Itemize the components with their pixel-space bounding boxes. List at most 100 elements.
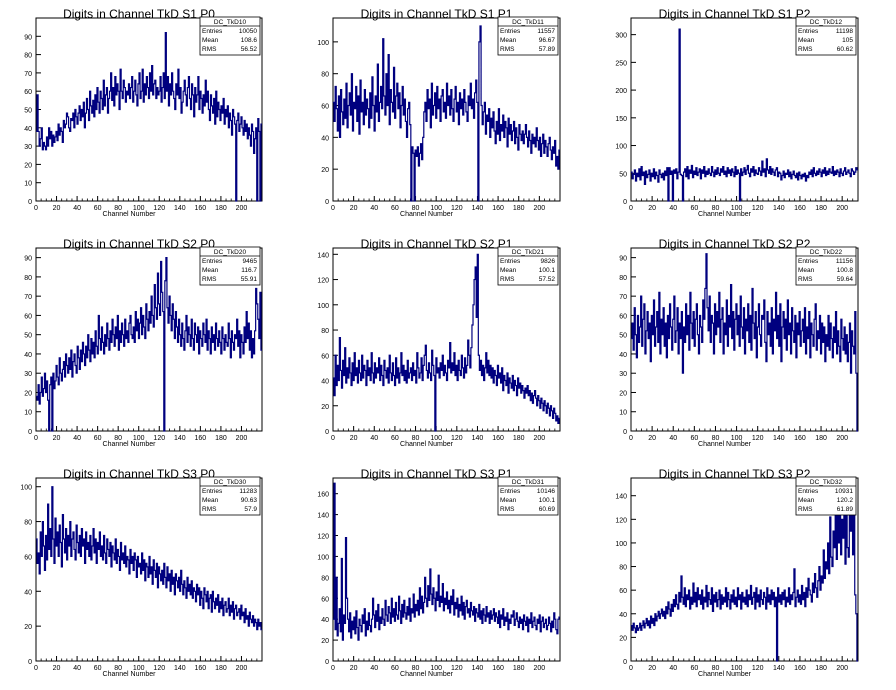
- stats-name: DC_TkD32: [810, 479, 843, 486]
- stats-box-frame: [795, 16, 857, 56]
- y-tick-label: 60: [321, 596, 329, 603]
- stats-value: 57.89: [539, 46, 556, 53]
- y-tick-label: 120: [317, 534, 329, 541]
- x-tick-label: 100: [133, 435, 145, 442]
- stats-label: Mean: [798, 267, 815, 274]
- y-tick-label: 80: [619, 565, 627, 572]
- y-tick-label: 20: [24, 624, 32, 631]
- x-tick-label: 20: [648, 205, 656, 212]
- x-tick-label: 20: [350, 665, 358, 672]
- y-tick-label: 120: [615, 517, 627, 524]
- chart-title: Digits in Channel TkD S1 P0: [63, 7, 215, 21]
- x-tick-label: 180: [815, 435, 827, 442]
- x-tick-label: 60: [690, 665, 698, 672]
- x-tick-label: 60: [94, 205, 102, 212]
- x-tick-label: 200: [236, 205, 248, 212]
- y-tick-label: 80: [321, 72, 329, 79]
- stats-label: RMS: [202, 506, 217, 513]
- stats-box-frame: [199, 16, 261, 56]
- x-tick-label: 120: [451, 435, 463, 442]
- x-axis-label: Channel Number: [400, 211, 454, 218]
- x-axis-label: Channel Number: [698, 211, 752, 218]
- x-tick-label: 20: [648, 665, 656, 672]
- x-tick-label: 160: [794, 205, 806, 212]
- stats-value: 11156: [836, 258, 853, 265]
- stats-value: 10146: [537, 488, 555, 495]
- histogram-series: [36, 486, 262, 631]
- stats-label: RMS: [500, 46, 515, 53]
- y-tick-label: 0: [623, 429, 627, 436]
- stats-value: 10050: [239, 28, 257, 35]
- stats-label: Mean: [500, 267, 517, 274]
- x-tick-label: 200: [534, 665, 546, 672]
- x-tick-label: 160: [195, 205, 207, 212]
- y-tick-label: 0: [623, 199, 627, 206]
- stats-box: DC_TkD11 Entries 11557 Mean 96.67 RMS 57.89: [497, 16, 559, 56]
- y-tick-label: 0: [325, 199, 329, 206]
- x-tick-label: 80: [412, 665, 420, 672]
- x-tick-label: 160: [492, 435, 504, 442]
- y-tick-label: 50: [619, 333, 627, 340]
- stats-label: Entries: [798, 258, 819, 265]
- stats-box-frame: [497, 476, 559, 516]
- stats-box: DC_TkD22 Entries 11156 Mean 100.8 RMS 59.64: [795, 246, 857, 286]
- y-tick-label: 80: [24, 275, 32, 282]
- x-tick-label: 160: [794, 435, 806, 442]
- x-tick-label: 0: [34, 665, 38, 672]
- x-tick-label: 140: [174, 665, 186, 672]
- y-tick-label: 100: [615, 144, 627, 151]
- x-tick-label: 20: [53, 665, 61, 672]
- stats-label: RMS: [202, 46, 217, 53]
- stats-value: 60.69: [539, 506, 556, 513]
- y-tick-label: 60: [321, 353, 329, 360]
- x-tick-label: 80: [712, 665, 720, 672]
- chart-title: Digits in Channel TkD S1 P1: [361, 7, 513, 21]
- stats-label: Entries: [500, 258, 521, 265]
- x-tick-label: 80: [412, 435, 420, 442]
- stats-value: 10931: [835, 488, 853, 495]
- y-tick-label: 20: [321, 404, 329, 411]
- x-tick-label: 40: [370, 435, 378, 442]
- y-tick-label: 0: [28, 429, 32, 436]
- stats-box-frame: [199, 476, 261, 516]
- y-tick-label: 60: [619, 313, 627, 320]
- x-tick-label: 160: [492, 665, 504, 672]
- stats-box: DC_TkD10 Entries 10050 Mean 108.6 RMS 56.52: [199, 16, 261, 56]
- stats-value: 57.9: [244, 506, 257, 513]
- y-tick-label: 0: [325, 429, 329, 436]
- y-tick-label: 100: [317, 303, 329, 310]
- x-tick-label: 40: [73, 665, 81, 672]
- x-tick-label: 140: [773, 665, 785, 672]
- y-tick-label: 70: [619, 294, 627, 301]
- y-tick-label: 20: [321, 167, 329, 174]
- stats-box: DC_TkD32 Entries 10931 Mean 120.2 RMS 61.89: [795, 476, 857, 516]
- y-tick-label: 20: [321, 638, 329, 645]
- y-tick-label: 40: [24, 589, 32, 596]
- stats-value: 11557: [537, 28, 555, 35]
- x-tick-label: 40: [669, 435, 677, 442]
- y-tick-label: 20: [24, 162, 32, 169]
- x-tick-label: 60: [690, 205, 698, 212]
- stats-name: DC_TkD22: [810, 249, 843, 256]
- x-tick-label: 60: [391, 665, 399, 672]
- plot-frame: [630, 17, 859, 202]
- histogram-series: [36, 257, 262, 432]
- histogram-series: [333, 25, 560, 202]
- x-tick-label: 100: [731, 205, 743, 212]
- x-tick-label: 0: [34, 205, 38, 212]
- x-tick-label: 60: [391, 435, 399, 442]
- x-tick-label: 20: [53, 205, 61, 212]
- chart-title: Digits in Channel TkD S2 P0: [63, 237, 215, 251]
- x-tick-label: 180: [513, 435, 525, 442]
- stats-value: 57.52: [539, 276, 556, 283]
- stats-value: 59.64: [837, 276, 854, 283]
- x-tick-label: 160: [492, 205, 504, 212]
- stats-value: 60.62: [837, 46, 854, 53]
- stats-box: DC_TkD30 Entries 11283 Mean 90.63 RMS 57.9: [199, 476, 261, 516]
- y-tick-label: 30: [24, 144, 32, 151]
- x-tick-label: 0: [629, 435, 633, 442]
- x-tick-label: 160: [195, 435, 207, 442]
- y-tick-label: 30: [24, 371, 32, 378]
- x-tick-label: 140: [472, 665, 484, 672]
